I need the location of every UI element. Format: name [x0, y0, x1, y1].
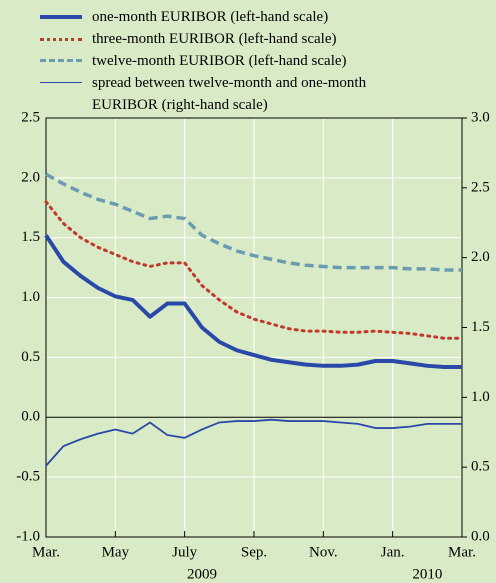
x-tick-label: Nov. [309, 544, 338, 560]
y-tick-label: 1.0 [21, 289, 40, 305]
legend-item: spread between twelve-month and one-mont… [40, 72, 400, 116]
legend-swatch [40, 6, 82, 28]
x-tick-label: July [172, 544, 198, 560]
legend-item: twelve-month EURIBOR (left-hand scale) [40, 50, 400, 72]
y-tick-label: 0.5 [21, 349, 40, 365]
legend-label: one-month EURIBOR (left-hand scale) [92, 9, 329, 25]
series-line [44, 234, 462, 370]
x-tick-label: May [102, 544, 130, 560]
legend-label: three-month EURIBOR (left-hand scale) [92, 31, 337, 47]
legend: one-month EURIBOR (left-hand scale) three… [40, 6, 400, 116]
y-tick-label: 2.5 [21, 109, 40, 125]
y-tick-label: 1.5 [21, 229, 40, 245]
y-tick-label: 2.0 [21, 169, 40, 185]
legend-swatch [40, 72, 82, 94]
x-tick-label: Sep. [241, 544, 267, 560]
legend-item: three-month EURIBOR (left-hand scale) [40, 28, 400, 50]
series-line [45, 418, 462, 467]
x-tick-label: Mar. [448, 544, 476, 560]
y-tick-label: -0.5 [16, 469, 40, 485]
series-line [44, 200, 464, 340]
legend-item: one-month EURIBOR (left-hand scale) [40, 6, 400, 28]
y2-tick-label: 1.5 [471, 319, 490, 335]
y2-tick-label: 2.0 [471, 249, 490, 265]
series-line [45, 172, 462, 272]
y2-tick-label: 2.5 [471, 179, 490, 195]
legend-label: spread between twelve-month and one-mont… [92, 75, 367, 113]
year-label: 2009 [187, 566, 217, 582]
plot-frame [45, 117, 463, 538]
legend-label: twelve-month EURIBOR (left-hand scale) [92, 53, 347, 69]
legend-swatch [40, 50, 82, 72]
year-label: 2010 [412, 566, 442, 582]
y2-tick-label: 0.0 [471, 528, 490, 544]
y2-tick-label: 3.0 [471, 109, 490, 125]
y2-tick-label: 0.5 [471, 459, 490, 475]
y-tick-label: 0.0 [21, 409, 40, 425]
y2-tick-label: 1.0 [471, 389, 490, 405]
y-tick-label: -1.0 [16, 528, 40, 544]
x-tick-label: Mar. [32, 544, 60, 560]
x-tick-label: Jan. [381, 544, 405, 560]
legend-swatch [40, 28, 82, 50]
